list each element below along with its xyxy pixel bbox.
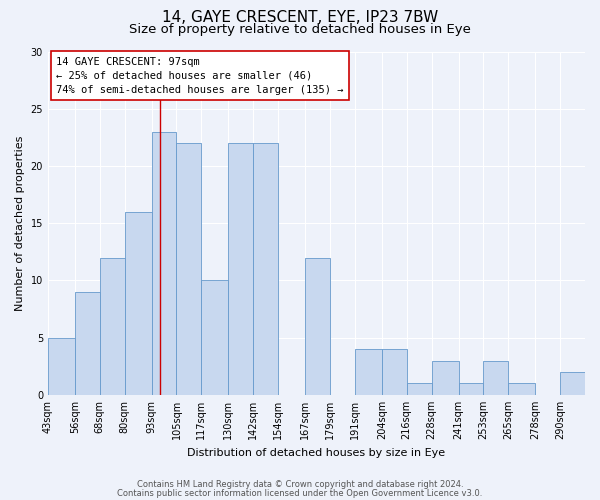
Bar (125, 212, 152, 395)
Bar (202, 280, 229, 395)
Bar (484, 360, 508, 395)
Bar (458, 384, 484, 395)
Bar (431, 360, 458, 395)
Bar (560, 372, 585, 395)
Bar (355, 349, 382, 395)
Bar (407, 384, 431, 395)
Text: 14 GAYE CRESCENT: 97sqm
← 25% of detached houses are smaller (46)
74% of semi-de: 14 GAYE CRESCENT: 97sqm ← 25% of detache… (56, 56, 343, 94)
Text: Contains public sector information licensed under the Open Government Licence v3: Contains public sector information licen… (118, 488, 482, 498)
Bar (100, 258, 125, 395)
Y-axis label: Number of detached properties: Number of detached properties (15, 136, 25, 311)
Bar (508, 384, 535, 395)
Bar (75, 292, 100, 395)
Text: 14, GAYE CRESCENT, EYE, IP23 7BW: 14, GAYE CRESCENT, EYE, IP23 7BW (162, 10, 438, 25)
Text: Contains HM Land Registry data © Crown copyright and database right 2024.: Contains HM Land Registry data © Crown c… (137, 480, 463, 489)
Bar (152, 132, 176, 395)
X-axis label: Distribution of detached houses by size in Eye: Distribution of detached houses by size … (187, 448, 446, 458)
Bar (382, 349, 407, 395)
Bar (253, 143, 278, 395)
Bar (229, 143, 253, 395)
Bar (48, 338, 75, 395)
Bar (176, 143, 202, 395)
Text: Size of property relative to detached houses in Eye: Size of property relative to detached ho… (129, 22, 471, 36)
Bar (305, 258, 330, 395)
